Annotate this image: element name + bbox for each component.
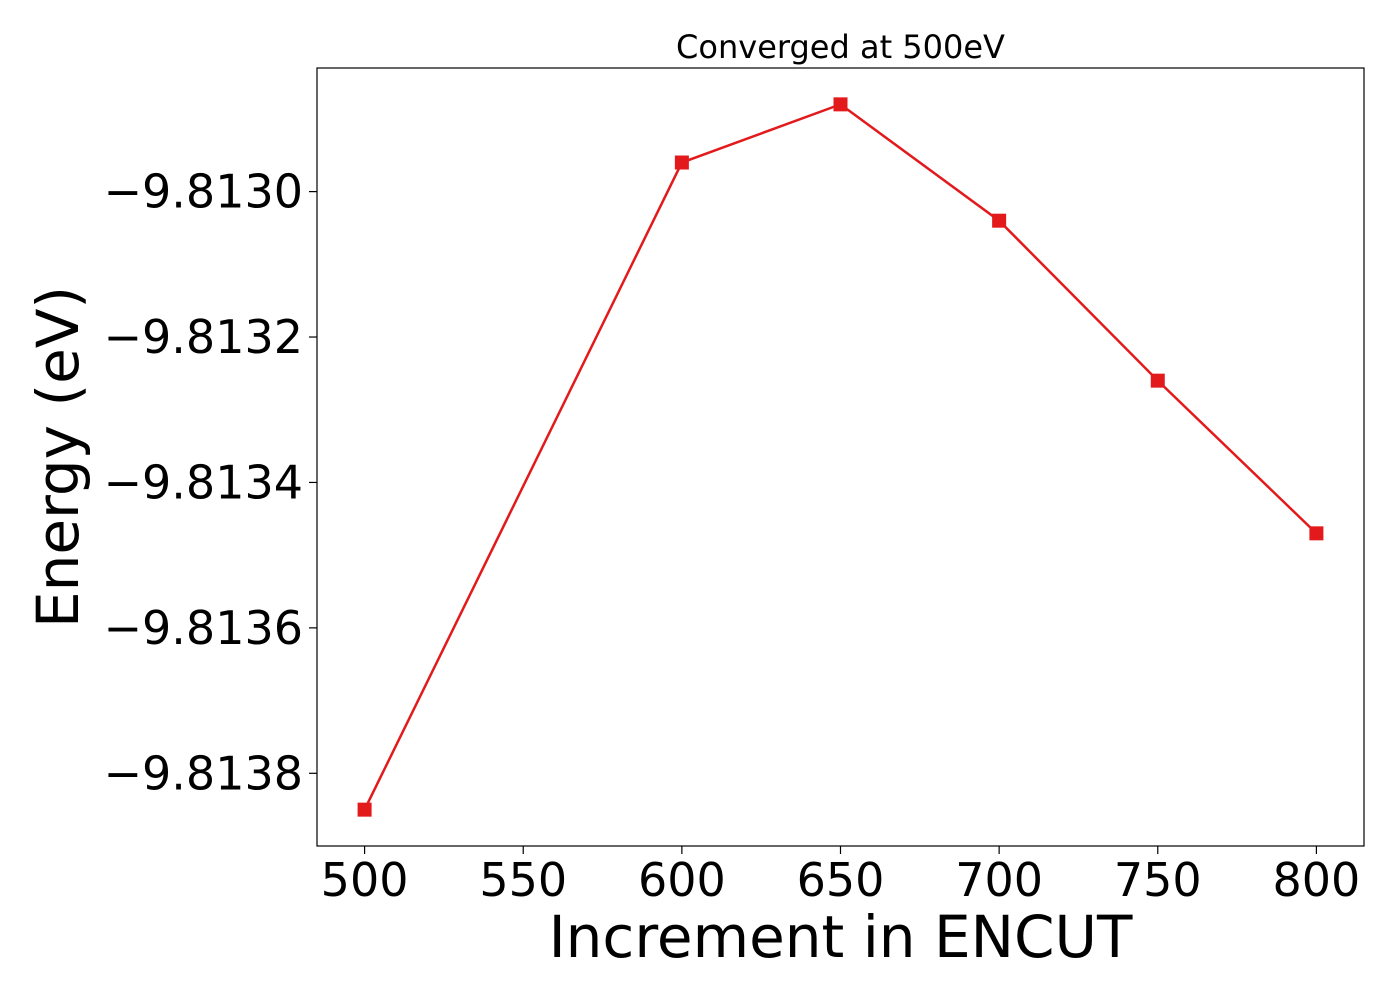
y-tick-label: −9.8130 (104, 165, 304, 219)
x-axis-title: Increment in ENCUT (549, 903, 1133, 971)
y-axis: −9.8138 −9.8136 −9.8134 −9.8132 −9.8130 (104, 165, 317, 800)
data-point-marker (833, 97, 848, 112)
plot-area-frame (316, 67, 1365, 847)
data-point-marker (357, 802, 372, 817)
chart-title: Converged at 500eV (676, 28, 1005, 66)
y-tick-label: −9.8134 (104, 455, 304, 509)
data-point-marker (992, 213, 1007, 228)
x-axis: 500 550 600 650 700 750 800 (321, 846, 1361, 907)
x-tick-label: 750 (1114, 853, 1202, 907)
x-tick-label: 800 (1273, 853, 1361, 907)
y-axis-title: Energy (eV) (24, 286, 92, 628)
x-tick-label: 500 (321, 853, 409, 907)
x-tick-label: 700 (955, 853, 1043, 907)
y-tick-label: −9.8136 (104, 601, 304, 655)
x-tick-label: 600 (638, 853, 726, 907)
y-tick-label: −9.8132 (104, 310, 304, 364)
x-tick-label: 550 (479, 853, 567, 907)
y-tick-label: −9.8138 (104, 746, 304, 800)
data-point-marker (1150, 373, 1165, 388)
data-point-marker (674, 155, 689, 170)
series-layer (357, 97, 1324, 817)
series-line (363, 102, 1318, 811)
data-point-marker (1309, 526, 1324, 541)
x-tick-label: 650 (797, 853, 885, 907)
